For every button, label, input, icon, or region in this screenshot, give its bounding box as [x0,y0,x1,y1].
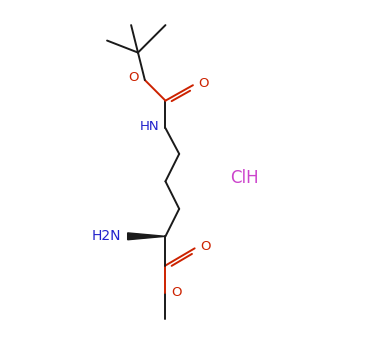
Text: O: O [172,287,182,299]
Text: O: O [200,240,210,253]
Text: H2N: H2N [92,229,122,243]
Text: HN: HN [139,120,159,133]
Text: O: O [198,77,208,90]
Polygon shape [128,233,166,240]
Text: ClH: ClH [230,169,259,187]
Text: O: O [128,71,139,84]
